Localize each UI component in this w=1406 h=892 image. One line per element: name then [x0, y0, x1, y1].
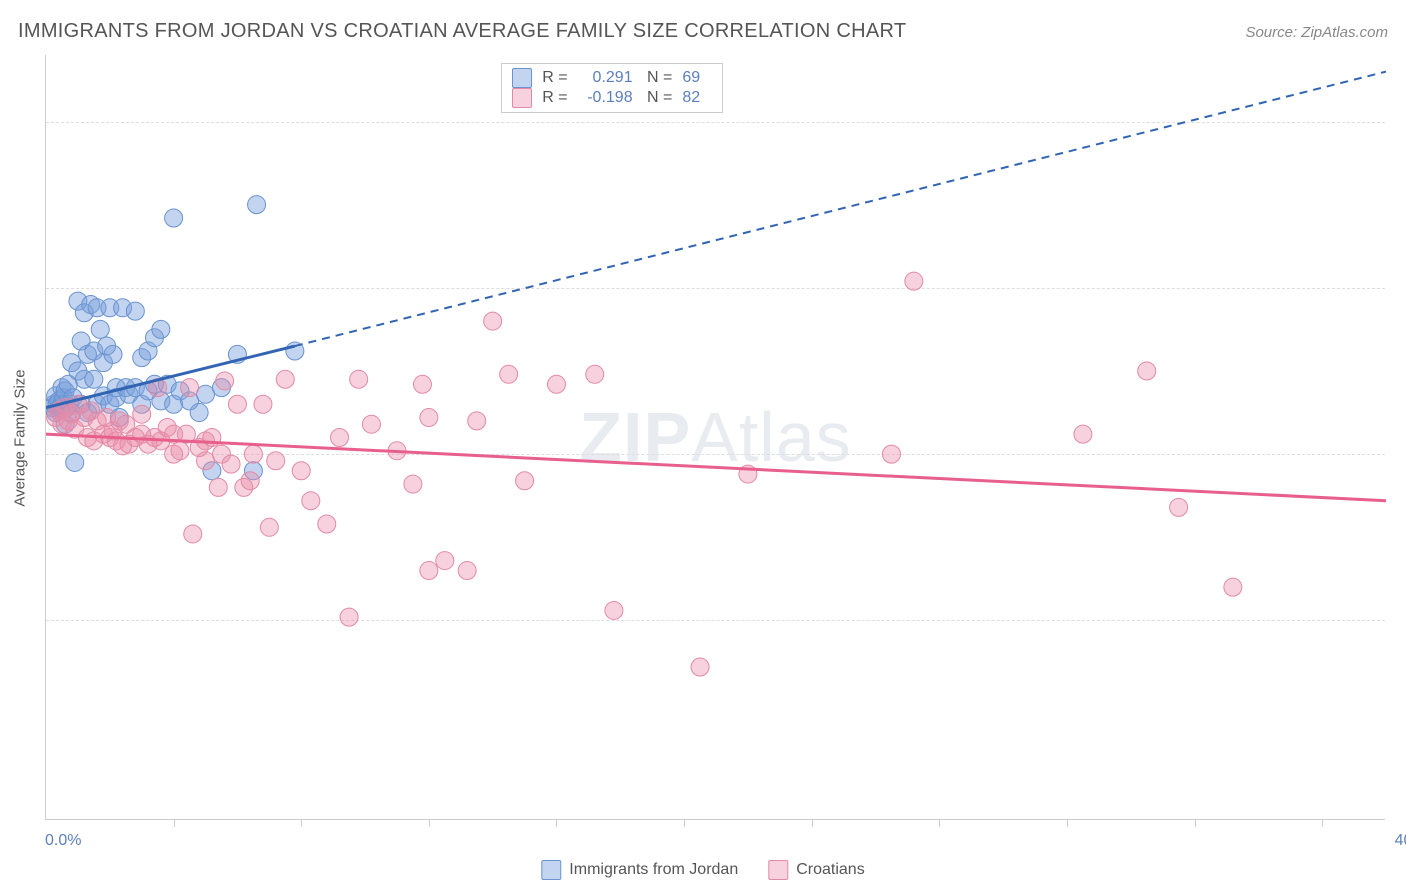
legend-item-jordan: Immigrants from Jordan	[541, 860, 738, 880]
chart-svg	[46, 55, 1386, 820]
scatter-point	[413, 375, 431, 393]
scatter-point	[586, 365, 604, 383]
header: IMMIGRANTS FROM JORDAN VS CROATIAN AVERA…	[18, 20, 1388, 43]
swatch-icon	[768, 860, 788, 880]
x-tick	[174, 819, 175, 827]
scatter-point	[318, 515, 336, 533]
scatter-point	[91, 320, 109, 338]
scatter-point	[605, 601, 623, 619]
scatter-point	[171, 442, 189, 460]
x-tick	[684, 819, 685, 827]
scatter-point	[340, 608, 358, 626]
scatter-point	[292, 462, 310, 480]
scatter-point	[404, 475, 422, 493]
x-tick	[1067, 819, 1068, 827]
scatter-point	[691, 658, 709, 676]
scatter-point	[331, 429, 349, 447]
scatter-point	[197, 452, 215, 470]
scatter-point	[133, 405, 151, 423]
x-tick	[429, 819, 430, 827]
scatter-point	[420, 409, 438, 427]
y-axis-label: Average Family Size	[12, 369, 29, 506]
stats-legend: R =0.291 N =69 R =-0.198 N =82	[501, 63, 723, 113]
scatter-point	[184, 525, 202, 543]
x-min-label: 0.0%	[45, 832, 81, 850]
scatter-point	[420, 562, 438, 580]
scatter-point	[181, 379, 199, 397]
bottom-legend: Immigrants from Jordan Croatians	[541, 860, 864, 880]
scatter-point	[165, 209, 183, 227]
scatter-point	[267, 452, 285, 470]
scatter-point	[216, 372, 234, 390]
scatter-point	[260, 518, 278, 536]
scatter-point	[1138, 362, 1156, 380]
scatter-point	[104, 345, 122, 363]
x-tick	[812, 819, 813, 827]
scatter-point	[248, 196, 266, 214]
x-tick	[939, 819, 940, 827]
scatter-point	[276, 370, 294, 388]
scatter-point	[126, 302, 144, 320]
scatter-point	[547, 375, 565, 393]
scatter-point	[905, 272, 923, 290]
scatter-point	[228, 395, 246, 413]
scatter-point	[436, 552, 454, 570]
swatch-icon	[512, 68, 532, 88]
scatter-point	[244, 445, 262, 463]
scatter-point	[66, 453, 84, 471]
x-tick	[1195, 819, 1196, 827]
scatter-point	[1074, 425, 1092, 443]
swatch-icon	[512, 88, 532, 108]
scatter-point	[1170, 498, 1188, 516]
stats-row: R =-0.198 N =82	[512, 88, 712, 108]
scatter-point	[241, 472, 259, 490]
scatter-point	[516, 472, 534, 490]
chart-container: Average Family Size ZIPAtlas 2.003.004.0…	[45, 55, 1385, 820]
stats-row: R =0.291 N =69	[512, 68, 712, 88]
x-tick	[556, 819, 557, 827]
x-tick	[1322, 819, 1323, 827]
scatter-point	[302, 492, 320, 510]
scatter-point	[468, 412, 486, 430]
scatter-point	[197, 385, 215, 403]
x-max-label: 40.0%	[1395, 832, 1406, 850]
swatch-icon	[541, 860, 561, 880]
scatter-point	[85, 370, 103, 388]
scatter-point	[500, 365, 518, 383]
trend-line-extrapolated	[295, 72, 1386, 346]
source-label: Source: ZipAtlas.com	[1245, 24, 1388, 41]
scatter-point	[350, 370, 368, 388]
scatter-point	[458, 562, 476, 580]
scatter-point	[209, 478, 227, 496]
scatter-point	[254, 395, 272, 413]
scatter-point	[362, 415, 380, 433]
x-tick	[301, 819, 302, 827]
scatter-point	[1224, 578, 1242, 596]
scatter-point	[152, 320, 170, 338]
legend-item-croatians: Croatians	[768, 860, 864, 880]
legend-label: Immigrants from Jordan	[569, 861, 738, 879]
chart-title: IMMIGRANTS FROM JORDAN VS CROATIAN AVERA…	[18, 20, 906, 43]
scatter-point	[222, 455, 240, 473]
legend-label: Croatians	[796, 861, 864, 879]
scatter-point	[484, 312, 502, 330]
scatter-point	[882, 445, 900, 463]
plot-area: ZIPAtlas 2.003.004.005.00 R =0.291 N =69…	[45, 55, 1385, 820]
scatter-point	[190, 404, 208, 422]
